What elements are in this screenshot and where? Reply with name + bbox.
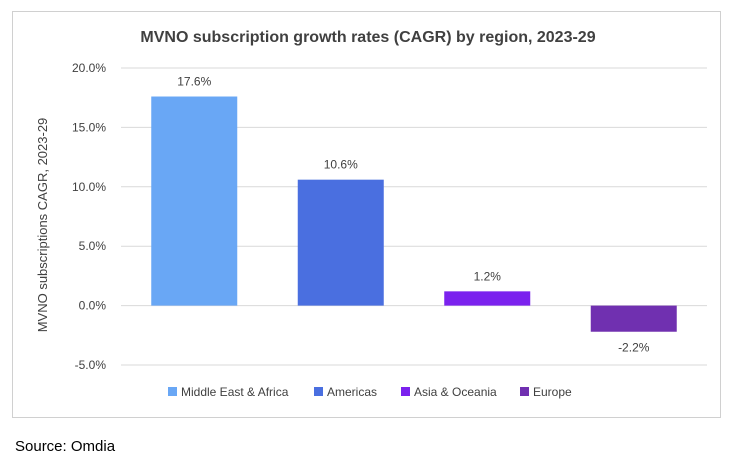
y-tick-label: 0.0% xyxy=(79,299,107,313)
data-label: 1.2% xyxy=(474,269,502,283)
data-labels: 17.6% 10.6% 1.2% -2.2% xyxy=(177,75,650,355)
y-tick-label: -5.0% xyxy=(75,358,107,372)
y-tick-label: 15.0% xyxy=(72,120,106,134)
y-axis-label: MVNO subscriptions CAGR, 2023-29 xyxy=(35,118,50,333)
bar-americas xyxy=(297,179,384,306)
data-label: -2.2% xyxy=(618,341,650,355)
data-label: 17.6% xyxy=(177,75,211,89)
legend-swatch xyxy=(520,387,529,396)
legend-label: Europe xyxy=(533,385,572,399)
legend-label: Asia & Oceania xyxy=(414,385,497,399)
bar-asia-oceania xyxy=(444,291,531,306)
y-tick-label: 10.0% xyxy=(72,180,106,194)
chart-frame: MVNO subscription growth rates (CAGR) by… xyxy=(12,11,721,418)
y-tick-label: 20.0% xyxy=(72,61,106,75)
bar-chart: MVNO subscription growth rates (CAGR) by… xyxy=(35,29,707,399)
legend-swatch xyxy=(168,387,177,396)
legend-label: Americas xyxy=(327,385,377,399)
bars xyxy=(151,96,677,332)
data-label: 10.6% xyxy=(324,158,358,172)
chart-title: MVNO subscription growth rates (CAGR) by… xyxy=(140,29,595,46)
y-tick-label: 5.0% xyxy=(79,239,107,253)
legend-label: Middle East & Africa xyxy=(181,385,289,399)
legend: Middle East & Africa Americas Asia & Ocean… xyxy=(168,385,572,399)
legend-swatch xyxy=(314,387,323,396)
bar-europe xyxy=(590,305,677,332)
source-note: Source: Omdia xyxy=(15,438,116,455)
bar-middle-east-africa xyxy=(151,96,238,306)
y-tick-labels: -5.0% 0.0% 5.0% 10.0% 15.0% 20.0% xyxy=(72,61,106,372)
legend-swatch xyxy=(401,387,410,396)
